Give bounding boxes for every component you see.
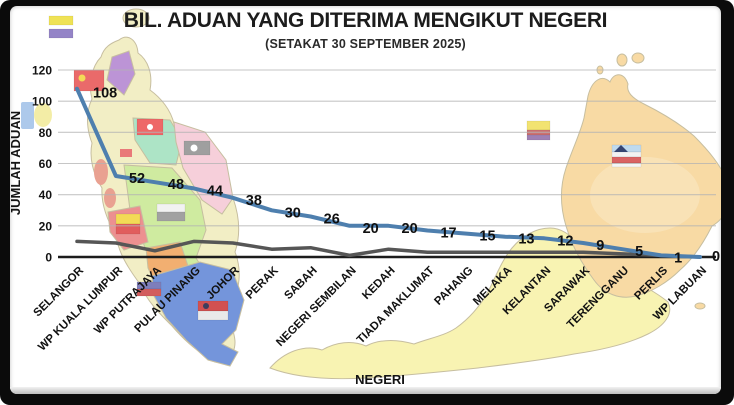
y-tick-label: 20	[39, 219, 53, 233]
selangor-flag-icon	[115, 213, 141, 235]
data-label: 52	[129, 171, 145, 187]
x-axis-title: NEGERI	[355, 372, 405, 387]
data-label: 20	[363, 221, 379, 237]
y-tick-label: 120	[32, 64, 52, 78]
x-category-label: SABAH	[282, 265, 319, 302]
sabah-flag-icon	[611, 144, 642, 168]
map-region	[120, 149, 132, 157]
series-lines	[75, 86, 702, 259]
map-island	[616, 53, 628, 67]
data-label: 0	[712, 249, 720, 265]
terengganu-flag-icon	[183, 140, 211, 156]
state-flag-icon	[526, 120, 551, 141]
map-region	[104, 188, 116, 208]
data-label: 13	[518, 232, 534, 248]
map-region	[34, 103, 52, 127]
kelantan-flag-icon	[136, 118, 164, 136]
data-label: 12	[557, 233, 573, 249]
series-line-bil-aduan	[75, 86, 702, 259]
y-axis-title: JUMLAH ADUAN	[10, 111, 23, 215]
johor-flag-icon	[197, 300, 229, 321]
melaka-flag-icon	[136, 281, 162, 297]
data-label: 1	[674, 250, 682, 266]
series-line-unlabeled-gray-series	[75, 239, 702, 259]
map-region	[106, 50, 136, 96]
y-tick-label: 40	[39, 188, 53, 202]
data-label: 44	[207, 183, 223, 199]
x-category-label: KEDAH	[360, 265, 397, 302]
map-region	[122, 8, 150, 28]
y-tick-label: 100	[32, 95, 52, 109]
data-label: 5	[635, 244, 643, 260]
pahang-flag-icon	[156, 203, 186, 222]
data-label: 15	[479, 229, 495, 245]
y-tick-label: 0	[45, 251, 52, 265]
x-category-label: PERAK	[244, 264, 281, 301]
data-label: 108	[93, 86, 117, 102]
data-label: 17	[440, 226, 456, 242]
map-region	[21, 102, 34, 129]
data-label: 20	[402, 221, 418, 237]
data-label: 30	[285, 205, 301, 221]
y-tick-label: 60	[39, 157, 53, 171]
data-label: 48	[168, 177, 184, 193]
map-island	[631, 52, 645, 64]
complaints-line-chart: 108 52 48 44 38 30 26 20 20 17 15 13 12 9 5 1 0 0 20 40 60 8…	[10, 8, 721, 387]
x-category-label: NEGERI SEMBILAN	[274, 265, 358, 349]
data-labels: 108 52 48 44 38 30 26 20 20 17 15 13 12 9 5 1 0	[93, 86, 720, 267]
perlis-flag-icon	[48, 28, 74, 39]
data-label: 9	[596, 238, 604, 254]
x-category-label: TIADA MAKLUMAT	[355, 265, 437, 347]
map-island	[694, 302, 706, 310]
chart-title: BIL. ADUAN YANG DITERIMA MENGIKUT NEGERI	[123, 9, 608, 32]
chart-subtitle: (SETAKAT 30 SEPTEMBER 2025)	[265, 37, 466, 51]
map-region	[94, 159, 108, 185]
data-label: 26	[324, 211, 340, 227]
perlis-flag-icon	[48, 15, 74, 26]
x-category-label: PAHANG	[432, 265, 475, 308]
chart-panel: 108 52 48 44 38 30 26 20 20 17 15 13 12 9 5 1 0 0 20 40 60 8…	[10, 6, 721, 394]
data-label: 38	[246, 193, 262, 209]
kedah-flag-icon	[73, 69, 105, 92]
malaysia-map-background	[21, 8, 721, 380]
y-tick-label: 80	[39, 126, 53, 140]
